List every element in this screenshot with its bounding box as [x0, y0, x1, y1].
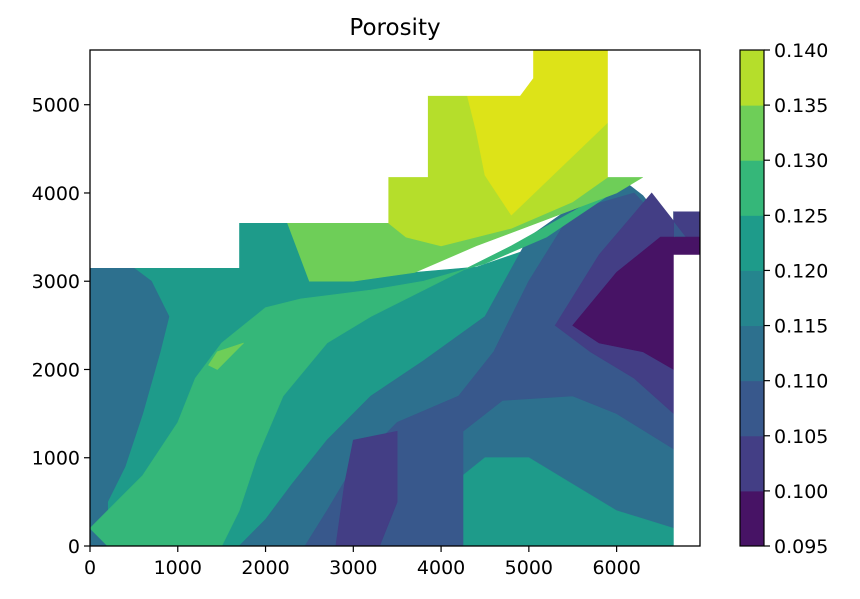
x-tick-label: 5000 — [505, 557, 553, 579]
colorbar-segment — [740, 491, 764, 547]
colorbar-tick-label: 0.125 — [774, 205, 828, 227]
y-axis: 0 1000 2000 3000 4000 5000 — [32, 95, 90, 558]
y-tick-label: 4000 — [32, 183, 80, 205]
x-tick-label: 2000 — [241, 557, 289, 579]
x-tick-label: 3000 — [329, 557, 377, 579]
y-tick-label: 0 — [68, 536, 80, 558]
colorbar-tick-label: 0.105 — [774, 426, 828, 448]
blank-region-3 — [674, 255, 700, 546]
colorbar-tick-label: 0.110 — [774, 371, 828, 393]
colorbar-segment — [740, 270, 764, 326]
colorbar-segment — [740, 215, 764, 271]
chart-title: Porosity — [349, 15, 440, 41]
colorbar-tick-label: 0.140 — [774, 40, 828, 62]
x-axis: 0 1000 2000 3000 4000 5000 6000 — [84, 546, 641, 579]
colorbar-tick-label: 0.095 — [774, 536, 828, 558]
x-tick-label: 4000 — [417, 557, 465, 579]
colorbar-tick-label: 0.120 — [774, 260, 828, 282]
colorbar-tick-label: 0.100 — [774, 481, 828, 503]
colorbar-segment — [740, 436, 764, 492]
y-tick-label: 5000 — [32, 95, 80, 117]
y-tick-label: 2000 — [32, 359, 80, 381]
colorbar-segment — [740, 50, 764, 106]
y-tick-label: 1000 — [32, 448, 80, 470]
colorbar-tick-label: 0.115 — [774, 316, 828, 338]
blank-region-1 — [428, 50, 533, 96]
x-tick-label: 6000 — [592, 557, 640, 579]
colorbar-tick-label: 0.135 — [774, 95, 828, 117]
colorbar-segment — [740, 105, 764, 161]
x-tick-label: 1000 — [154, 557, 202, 579]
colorbar-tick-label: 0.130 — [774, 150, 828, 172]
colorbar: 0.095 0.100 0.105 0.110 0.115 0.120 0.125 0.130… — [740, 40, 828, 558]
plot-area — [90, 50, 700, 546]
colorbar-segment — [740, 381, 764, 437]
y-tick-label: 3000 — [32, 271, 80, 293]
x-tick-label: 0 — [84, 557, 96, 579]
colorbar-segment — [740, 160, 764, 216]
colorbar-segment — [740, 326, 764, 382]
